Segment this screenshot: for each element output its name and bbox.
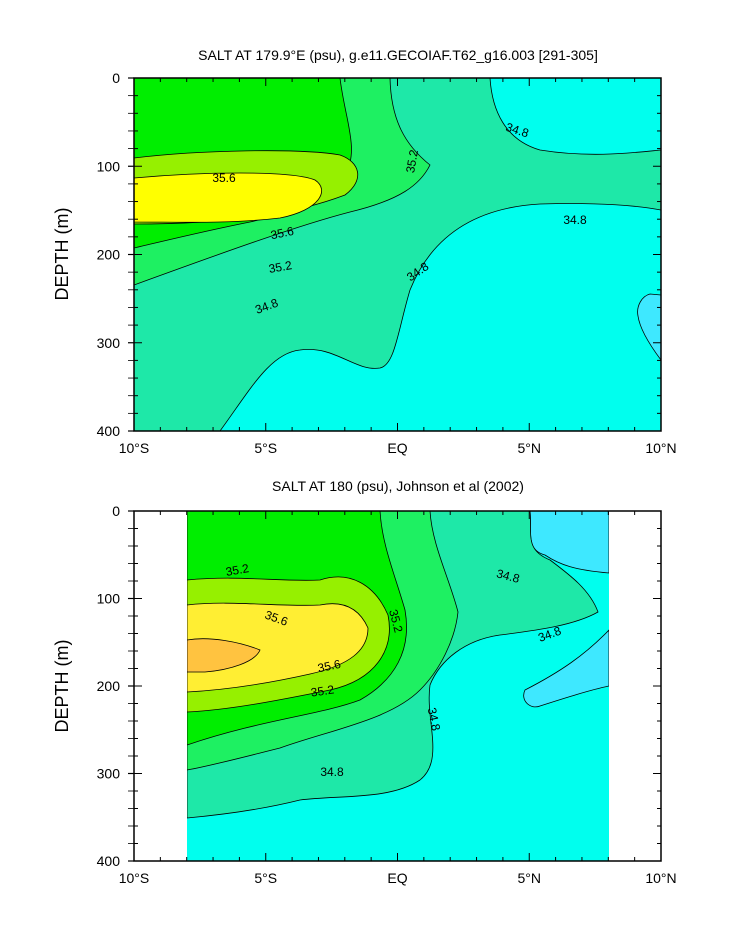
y-tick-label: 400 [97,423,121,439]
panel-1-label-5: 35.6 [269,224,295,243]
y-tick-label: 100 [97,591,121,607]
x-tick-label: 10°S [119,870,150,886]
x-tick-label: 10°S [119,440,150,456]
panel-1-contour-fills [134,78,661,431]
panel-1-label-1: 34.8 [504,120,531,141]
y-tick-label: 300 [97,766,121,782]
panel-2-label-6: 35.6 [316,657,342,676]
panel-2-axes: 10°S 5°S EQ 5°N 10°N 0 100 200 300 400 [97,503,677,886]
panel-1-label-4: 34.8 [563,213,587,227]
panel-2-label-7: 35.2 [310,682,335,699]
y-tick-label: 400 [97,853,121,869]
x-tick-label: EQ [387,870,407,886]
x-tick-label: 5°S [254,870,277,886]
y-tick-label: 100 [97,158,121,174]
band-lt-34.6 [637,293,661,361]
x-tick-label: 10°N [645,870,676,886]
x-tick-label: EQ [387,440,407,456]
y-tick-label: 0 [112,70,120,86]
x-tick-label: 10°N [645,440,676,456]
y-tick-label: 200 [97,678,121,694]
panel-1-label-2: 35.6 [212,171,236,185]
y-tick-label: 0 [112,503,120,519]
band-35.6-35.8-b [187,602,369,693]
y-tick-label: 300 [97,335,121,351]
panel-1-axes: 10°S 5°S EQ 5°N 10°N 0 100 200 300 400 [97,70,677,456]
panel-2-label-3: 35.2 [386,608,406,634]
band-gt-35.8-b [187,638,261,673]
panel-2-contour-fills [187,511,609,861]
panel-1-ylabel: DEPTH (m) [52,208,72,301]
panel-2-title: SALT AT 180 (psu), Johnson et al (2002) [272,478,524,494]
panel-1: SALT AT 179.9°E (psu), g.e11.GECOIAF.T62… [52,47,677,456]
panel-2-label-9: 34.8 [320,765,344,779]
x-tick-label: 5°N [518,870,542,886]
panel-1-title: SALT AT 179.9°E (psu), g.e11.GECOIAF.T62… [198,47,598,63]
panel-2-label-8: 34.8 [425,706,444,732]
panel-2-label-2: 34.8 [495,566,521,586]
panel-1-label-6: 35.2 [268,258,294,276]
y-tick-label: 200 [97,247,121,263]
panel-2: SALT AT 180 (psu), Johnson et al (2002) … [52,478,677,886]
x-tick-label: 5°N [518,440,542,456]
band-lt-34.6-d [523,629,609,708]
panel-2-label-1: 35.2 [225,561,251,579]
panel-1-label-3: 35.2 [403,148,421,174]
panel-2-ylabel: DEPTH (m) [52,640,72,733]
band-gt-35.6 [134,172,323,223]
x-tick-label: 5°S [254,440,277,456]
